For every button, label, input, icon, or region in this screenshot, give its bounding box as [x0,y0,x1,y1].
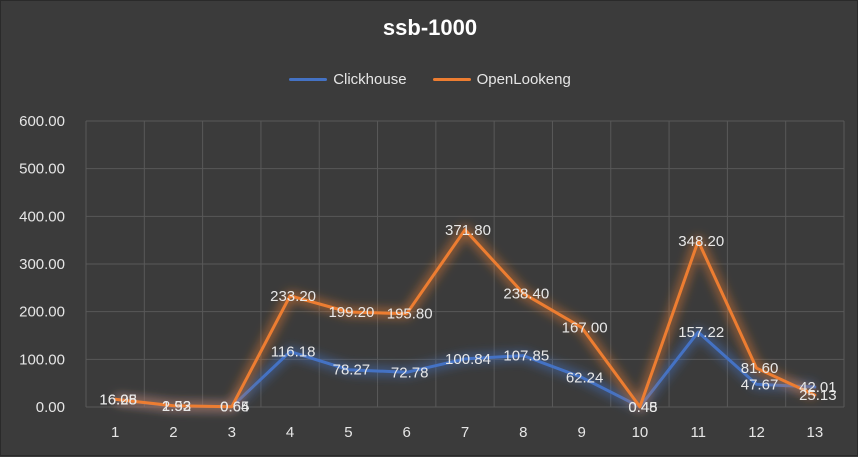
series-line-openlookeng [113,228,817,409]
data-label-clickhouse: 107.85 [503,348,549,365]
y-tick-label: 100.00 [19,351,65,368]
data-label-clickhouse: 157.22 [678,324,724,341]
y-tick-label: 600.00 [19,113,65,130]
legend-label-openlookeng: OpenLookeng [476,71,571,88]
data-label-openlookeng: 348.20 [678,233,724,250]
x-tick-label: 4 [286,424,294,441]
data-label-clickhouse: 78.27 [333,362,371,379]
data-label-clickhouse: 100.84 [445,351,491,368]
data-label-clickhouse: 42.01 [799,379,837,396]
data-label-clickhouse: 16.08 [99,391,137,408]
data-label-openlookeng: 0.65 [220,399,249,416]
x-tick-label: 13 [807,424,824,441]
x-tick-label: 5 [344,424,352,441]
x-tick-label: 3 [228,424,236,441]
data-label-openlookeng: 371.80 [445,222,491,239]
y-axis-ticks: 0.00 100.00 200.00 300.00 400.00 500.00 600.00 [19,113,65,416]
legend-item-openlookeng: OpenLookeng [432,71,571,88]
data-label-openlookeng: 0.48 [628,399,657,416]
x-tick-label: 1 [111,424,119,441]
y-tick-label: 300.00 [19,256,65,273]
legend-label-clickhouse: Clickhouse [333,71,407,88]
x-tick-label: 6 [403,424,411,441]
data-label-clickhouse: 0.45 [628,399,657,416]
data-label-clickhouse: 47.67 [741,376,779,393]
legend-swatch-openlookeng [432,78,471,81]
data-labels: 16.08 1.93 0.64 116.18 78.27 72.78 100.84 107.8… [99,222,836,416]
data-label-openlookeng: 81.60 [741,360,779,377]
gridlines [85,120,845,408]
x-axis-ticks: 1 2 3 4 5 6 7 8 9 10 11 12 13 [111,424,823,441]
data-label-clickhouse: 0.64 [220,399,249,416]
data-label-openlookeng: 16.25 [99,391,137,408]
data-label-clickhouse: 116.18 [271,344,316,361]
data-label-openlookeng: 25.13 [799,387,837,404]
series-glow-openlookeng [114,225,817,412]
data-label-openlookeng: 195.80 [387,306,433,323]
x-tick-label: 9 [577,424,585,441]
x-tick-label: 2 [169,424,177,441]
data-label-openlookeng: 2.52 [162,398,191,415]
data-label-openlookeng: 199.20 [328,304,374,321]
legend: Clickhouse OpenLookeng [1,71,858,88]
legend-item-clickhouse: Clickhouse [289,71,407,88]
x-tick-label: 8 [519,424,527,441]
x-tick-label: 7 [461,424,469,441]
x-tick-label: 12 [748,424,765,441]
y-tick-label: 0.00 [36,399,65,416]
data-label-clickhouse: 62.24 [566,369,604,386]
data-label-openlookeng: 233.20 [270,288,316,305]
data-label-clickhouse: 72.78 [391,364,429,381]
x-tick-label: 10 [632,424,649,441]
y-tick-label: 200.00 [19,304,65,321]
data-label-openlookeng: 167.00 [562,319,608,336]
y-tick-label: 400.00 [19,208,65,225]
y-tick-label: 500.00 [19,161,65,178]
chart-title: ssb-1000 [382,15,478,40]
series-line-clickhouse [113,330,817,409]
data-label-openlookeng: 238.40 [503,285,549,302]
x-tick-label: 11 [690,424,706,441]
series-layer [113,225,817,412]
data-label-clickhouse: 1.93 [162,398,191,415]
legend-swatch-clickhouse [289,78,328,81]
